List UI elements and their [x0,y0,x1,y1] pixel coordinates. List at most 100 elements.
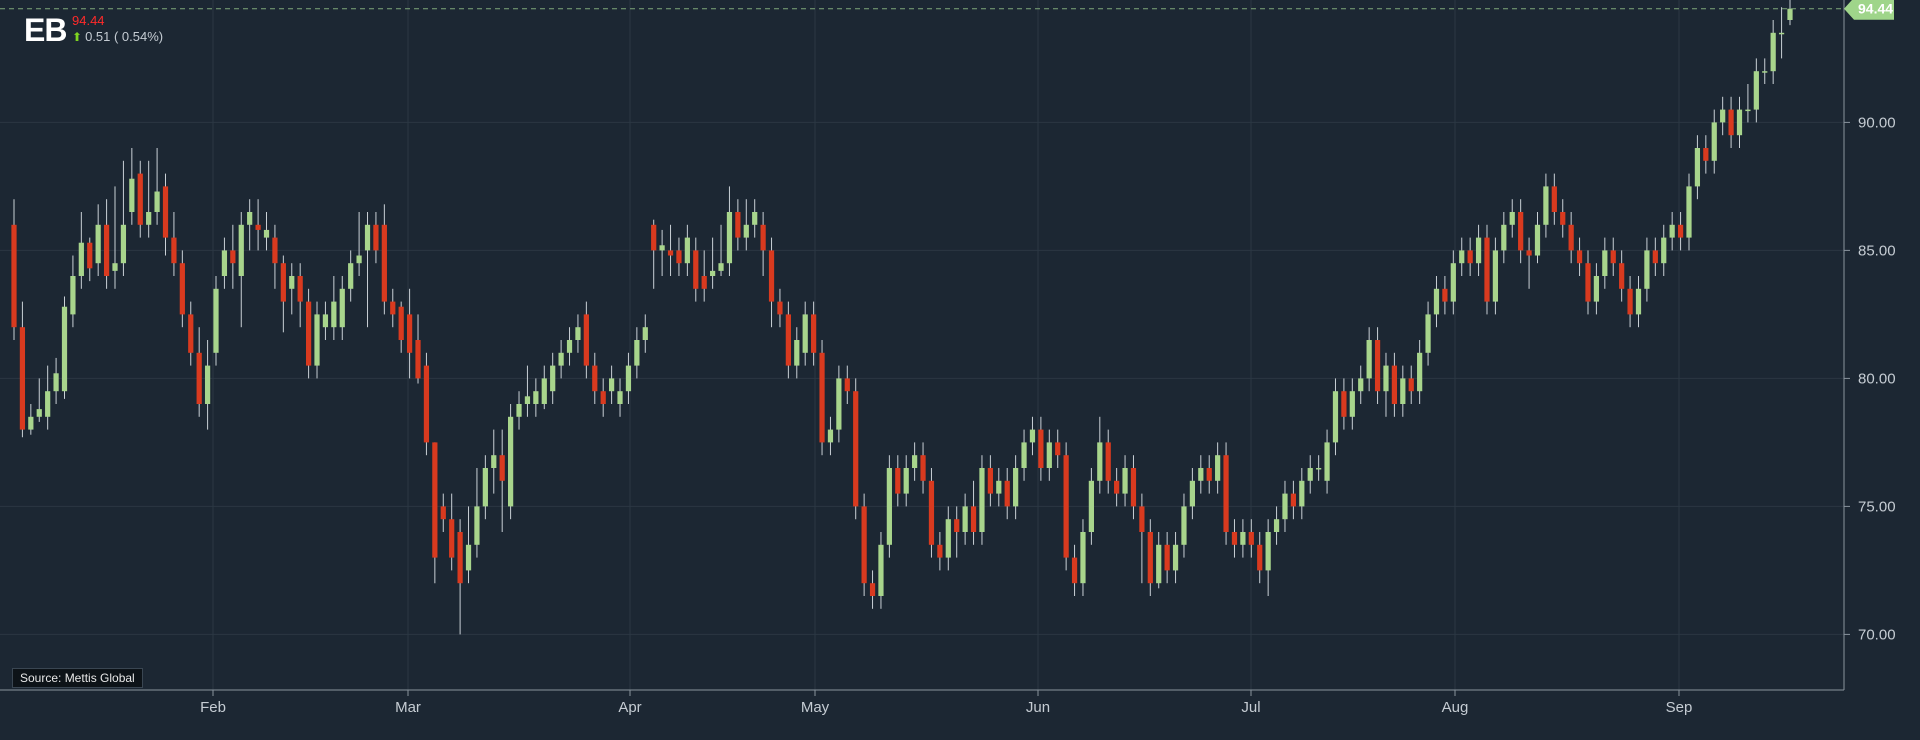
candle-body [1332,391,1339,443]
candle-body [516,404,522,417]
candle-body [204,365,211,404]
candle-body [1004,480,1010,507]
candle-body [162,186,169,238]
candle-body [785,314,791,366]
source-label: Source: Mettis Global [12,668,143,688]
price-tag-label: 94.44 [1858,1,1893,17]
candle-body [676,250,682,264]
candle-body [364,224,371,251]
candle-body [28,416,34,430]
candle-body [280,263,286,302]
candle-body [1038,429,1044,468]
x-tick-label: Feb [200,699,226,716]
candle-body [1484,237,1490,302]
x-tick-label: Jun [1026,699,1050,716]
candle-body [937,544,943,558]
candle-body [457,532,463,584]
candle-body [718,263,724,271]
candle-body [1358,378,1364,392]
candle-body [1273,519,1280,532]
candle-body [1560,212,1566,225]
candle-body [743,224,749,238]
candle-body [482,468,488,507]
candle-body [1425,314,1431,353]
candle-body [1164,544,1170,571]
candle-body [1568,224,1574,251]
candle-body [356,255,362,264]
candle-body [272,237,278,264]
candle-body [499,455,505,481]
candle-body [70,276,76,315]
candle-body [878,544,884,596]
candle-body [1290,493,1297,507]
candle-body [263,229,270,238]
candle-body [390,301,396,315]
candle-body [1055,442,1061,456]
candle-body [710,270,716,276]
axes: 70.0075.0080.0085.0090.0095.00FebMarAprM… [0,0,1896,716]
candle-body [600,391,606,404]
candle-body [11,224,17,328]
candle-body [802,314,808,353]
candle-body [1770,32,1776,72]
candle-body [154,191,160,212]
candle-body [1635,288,1642,315]
candle-body [213,288,219,353]
candle-body [1265,532,1271,571]
y-tick-label: 80.00 [1858,370,1896,387]
candle-body [844,378,850,392]
candle-body [1223,455,1229,532]
candle-body [684,237,690,264]
candle-body [1433,288,1440,315]
candle-body [440,506,446,520]
candle-body [558,352,564,366]
candle-body [895,468,901,494]
candle-body [230,250,236,264]
candle-body [1088,480,1094,532]
candle-body [659,245,665,251]
candle-body [348,263,354,289]
candle-body [1240,532,1246,545]
candle-body [339,288,345,328]
candle-body [1652,250,1658,264]
candle-body [1189,480,1195,507]
candle-body [87,242,93,269]
candle-body [634,340,640,366]
candle-body [760,224,766,251]
candles [11,0,1793,635]
candle-body [1450,263,1456,302]
candle-body [1669,224,1675,238]
price-tag-shape [1844,0,1894,20]
x-tick-label: Sep [1666,699,1693,716]
candle-body [247,212,253,225]
candle-body [1459,250,1465,264]
x-tick-label: Mar [395,699,421,716]
candle-body [693,250,699,289]
candle-body [196,352,202,404]
candle-body [533,391,539,404]
candle-body [1467,250,1473,264]
candle-body [322,314,329,328]
overlay: 94.44 [0,0,1894,20]
candle-body [979,468,985,532]
candle-body [112,263,118,271]
candle-body [255,224,261,230]
candle-body [1374,340,1381,392]
candle-body [1366,340,1372,379]
candle-body [61,306,68,392]
candle-body [398,306,404,340]
candle-body [1231,532,1238,545]
candle-body [794,340,800,366]
candle-body [1046,442,1052,468]
candle-body [19,327,26,430]
candle-body [1728,109,1734,136]
candle-body [1105,442,1111,481]
candle-body [752,212,758,225]
candle-body [331,301,337,328]
candle-body [373,224,379,251]
x-tick-label: Jul [1241,699,1260,716]
candle-body [1526,250,1532,256]
candle-body [836,378,842,430]
